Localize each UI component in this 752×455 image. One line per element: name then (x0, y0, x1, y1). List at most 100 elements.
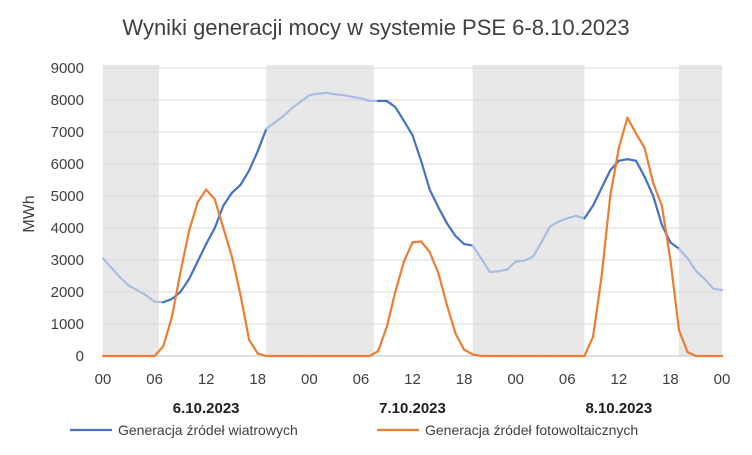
series-line-wind (583, 204, 595, 220)
series-line-wind (385, 99, 397, 109)
series-line-wind (514, 259, 526, 263)
y-tick-label: 5000 (51, 188, 84, 205)
series-line-solar (437, 271, 448, 306)
series-line-solar (385, 290, 397, 329)
x-tick-label: 18 (249, 371, 266, 388)
legend-label: Generacja źródeł fotowoltaicznych (425, 422, 638, 438)
night-band (103, 65, 159, 356)
series-line-wind (471, 244, 483, 260)
y-tick-label: 1000 (51, 316, 84, 333)
series-line-wind (574, 214, 586, 220)
series-line-solar (222, 226, 234, 258)
series-line-wind (643, 175, 655, 198)
series-line-wind (634, 159, 646, 178)
series-line-solar (617, 116, 629, 150)
series-line-wind (703, 278, 715, 290)
y-axis-label: MWh (21, 195, 38, 232)
series-line-wind (523, 255, 534, 262)
series-line-solar (428, 250, 440, 274)
series-line-solar (454, 332, 466, 351)
day-label: 8.10.2023 (585, 400, 652, 417)
x-tick-label: 00 (714, 371, 731, 388)
series-line-solar (411, 240, 423, 244)
y-tick-label: 6000 (51, 156, 84, 173)
series-line-wind (540, 225, 552, 244)
series-line-solar (196, 188, 208, 204)
chart-title: Wyniki generacji mocy w systemie PSE 6-8… (122, 15, 629, 40)
gridlines (103, 67, 722, 357)
series-line-wind (437, 206, 448, 225)
series-lines (101, 91, 724, 358)
day-label: 6.10.2023 (173, 400, 240, 417)
series-line-wind (342, 94, 354, 98)
series-line-wind (411, 134, 423, 162)
series-line-wind (695, 270, 706, 281)
y-axis-ticks: 0 1000 2000 3000 4000 5000 6000 7000 8000 9000 (51, 60, 84, 365)
x-tick-label: 00 (95, 371, 112, 388)
series-line-wind (712, 287, 724, 292)
series-line-solar (634, 132, 646, 150)
series-line-wind (591, 186, 603, 207)
series-line-wind (394, 105, 406, 122)
y-tick-label: 7000 (51, 124, 84, 141)
series-line-solar (591, 274, 603, 338)
series-line-solar (170, 271, 182, 319)
series-line-solar (394, 260, 406, 294)
series-line-wind (677, 247, 689, 260)
series-line-solar (626, 116, 638, 135)
series-line-wind (187, 260, 199, 281)
series-line-solar (677, 329, 689, 354)
series-line-solar (162, 316, 173, 348)
series-line-wind (531, 241, 543, 258)
series-line-wind (626, 158, 638, 162)
series-line-wind (299, 94, 311, 103)
x-tick-label: 06 (353, 371, 370, 388)
x-tick-label: 06 (559, 371, 576, 388)
y-tick-label: 8000 (51, 92, 84, 109)
series-line-wind (179, 278, 191, 294)
x-tick-label: 18 (662, 371, 679, 388)
series-line-wind (548, 220, 560, 228)
series-line-wind (101, 257, 113, 270)
series-line-solar (230, 255, 242, 297)
series-line-wind (316, 91, 328, 95)
series-line-solar (402, 241, 414, 263)
series-line-wind (617, 158, 629, 162)
night-band (266, 65, 374, 356)
series-line-solar (368, 350, 380, 358)
series-line-wind (445, 222, 457, 238)
series-line-wind (239, 169, 251, 186)
y-tick-label: 3000 (51, 252, 84, 269)
legend-label: Generacja źródeł wiatrowych (118, 422, 298, 438)
series-line-wind (652, 194, 663, 226)
series-line-wind (144, 294, 156, 303)
y-tick-label: 2000 (51, 284, 84, 301)
series-line-wind (359, 97, 371, 103)
series-line-solar (248, 338, 259, 355)
series-line-wind (480, 257, 491, 274)
series-line-solar (213, 198, 225, 230)
series-line-solar (686, 351, 698, 358)
series-line-wind (686, 257, 698, 273)
x-tick-label: 00 (301, 371, 318, 388)
x-tick-label: 12 (198, 371, 215, 388)
series-line-solar (669, 258, 681, 332)
x-tick-label: 12 (610, 371, 627, 388)
series-line-wind (282, 106, 294, 118)
series-line-solar (652, 182, 663, 207)
series-line-solar (179, 230, 191, 274)
series-line-wind (127, 284, 139, 292)
series-line-wind (308, 92, 320, 97)
series-line-solar (445, 303, 457, 335)
x-tick-label: 06 (146, 371, 163, 388)
x-tick-label: 18 (456, 371, 473, 388)
series-line-wind (609, 159, 620, 172)
y-tick-label: 4000 (51, 220, 84, 237)
series-line-solar (205, 188, 216, 201)
series-line-solar (643, 146, 655, 185)
series-line-solar (256, 352, 268, 358)
series-line-wind (136, 289, 148, 297)
night-band (472, 65, 585, 356)
